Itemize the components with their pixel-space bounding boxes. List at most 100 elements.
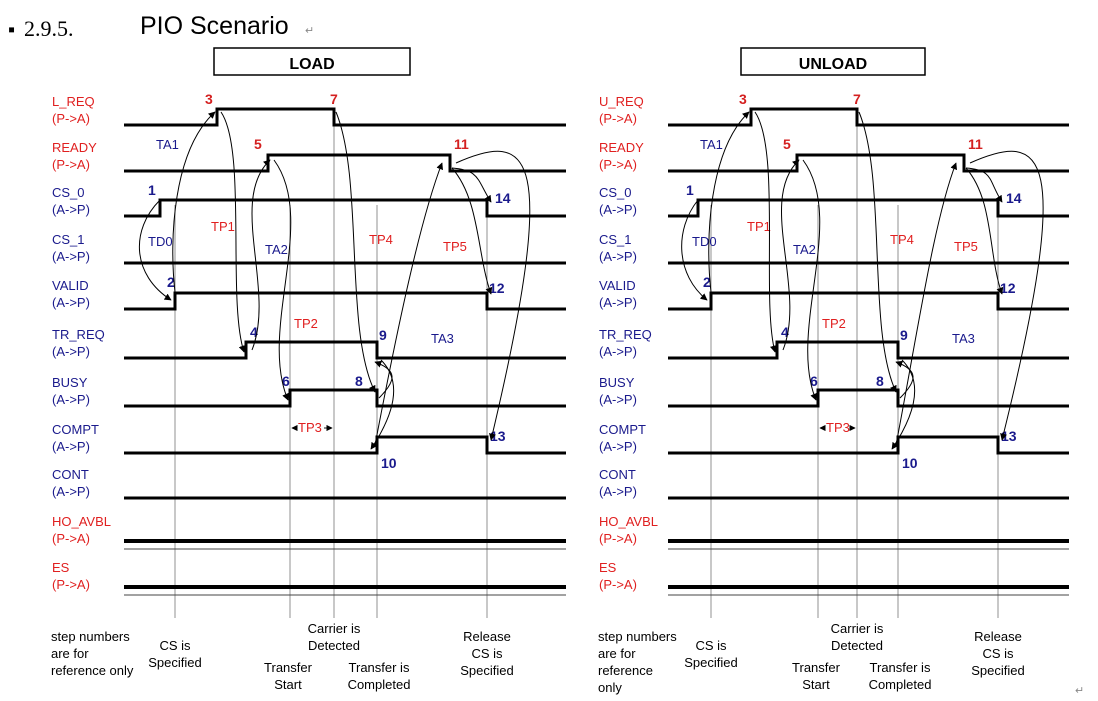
unload-signal-trace (668, 340, 1069, 360)
load-step-6: 6 (282, 373, 290, 389)
load-note-release: CS is (471, 646, 503, 661)
load-step-5: 5 (254, 136, 262, 152)
load-signal-dir: (A->P) (52, 484, 90, 499)
unload-title-box (740, 47, 926, 76)
load-signal-dir: (P->A) (52, 111, 90, 126)
unload-signal-busy: BUSY (599, 375, 635, 390)
load-signal-ready: READY (52, 140, 97, 155)
unload-step-6: 6 (810, 373, 818, 389)
load-note-cs-specified: CS is (159, 638, 191, 653)
load-step-11: 11 (454, 136, 469, 152)
load-title-box (213, 47, 411, 76)
end-return-mark: ↵ (1075, 685, 1084, 697)
unload-signal-dir: (A->P) (599, 295, 637, 310)
load-causal-arrow (139, 199, 172, 301)
load-causal-arrow (374, 162, 443, 446)
load-signal-trace (124, 107, 566, 127)
unload-causal-arrow (895, 360, 914, 399)
unload-signal-u_req: U_REQ (599, 94, 644, 109)
unload-timing-ta2: TA2 (793, 242, 816, 257)
load-note-release: Specified (460, 663, 513, 678)
load-timing-tp4: TP4 (369, 232, 393, 247)
load-note-cs-specified: Specified (148, 655, 201, 670)
load-timing-ta1: TA1 (156, 137, 179, 152)
load-causal-arrow (172, 111, 216, 293)
load-signal-dir: (A->P) (52, 392, 90, 407)
load-note-transfer-start: Start (274, 677, 302, 692)
load-signal-dir: (P->A) (52, 531, 90, 546)
load-signal-l_req: L_REQ (52, 94, 95, 109)
load-causal-arrow (220, 111, 246, 353)
unload-note-reference: are for (598, 646, 636, 661)
unload-note-transfer-start: Start (802, 677, 830, 692)
load-step-3: 3 (205, 91, 213, 107)
unload-note-transfer-completed: Completed (869, 677, 932, 692)
load-signal-busy: BUSY (52, 375, 88, 390)
load-causal-arrow (370, 359, 395, 450)
unload-causal-arrow (754, 111, 777, 353)
unload-signal-dir: (P->A) (599, 111, 637, 126)
unload-step-11: 11 (968, 136, 983, 152)
unload-causal-arrow (891, 359, 916, 450)
unload-timing-tp5: TP5 (954, 239, 978, 254)
unload-signal-ho_avbl: HO_AVBL (599, 514, 658, 529)
unload-signal-dir: (A->P) (599, 344, 637, 359)
unload-step-2: 2 (703, 274, 711, 290)
heading-number: 2.9.5. (24, 16, 74, 41)
unload-timing-tp1: TP1 (747, 219, 771, 234)
load-signal-trace (124, 291, 566, 311)
load-note-carrier-detected: Carrier is (308, 621, 361, 636)
unload-note-reference: only (598, 680, 622, 695)
load-causal-arrow (451, 167, 493, 295)
load-signal-trace (124, 153, 566, 173)
unload-signal-trace (668, 388, 1069, 408)
load-signal-trace (124, 340, 566, 360)
unload-causal-arrow (969, 150, 1044, 441)
unload-signal-cont: CONT (599, 467, 636, 482)
unload-timing-tp4: TP4 (890, 232, 914, 247)
unload-signal-trace (668, 153, 1069, 173)
unload-note-transfer-completed: Transfer is (870, 660, 931, 675)
unload-timing-tp2: TP2 (822, 316, 846, 331)
unload-timing-ta1: TA1 (700, 137, 723, 152)
unload-step-9: 9 (900, 327, 908, 343)
load-signal-trace (124, 388, 566, 408)
load-step-7: 7 (330, 91, 338, 107)
unload-step-4: 4 (781, 324, 789, 340)
unload-step-12: 12 (1000, 280, 1016, 296)
load-timing-ta2: TA2 (265, 242, 288, 257)
unload-causal-arrow (681, 199, 708, 301)
load-note-transfer-start: Transfer (264, 660, 313, 675)
unload-causal-arrow (781, 159, 800, 351)
unload-causal-arrow (802, 159, 821, 401)
load-note-carrier-detected: Detected (308, 638, 360, 653)
load-signal-dir: (A->P) (52, 439, 90, 454)
load-signal-tr_req: TR_REQ (52, 327, 105, 342)
load-signal-trace (124, 198, 566, 218)
unload-causal-arrow (895, 162, 957, 446)
load-note-reference: step numbers (51, 629, 130, 644)
load-note-reference: reference only (51, 663, 134, 678)
load-step-9: 9 (379, 327, 387, 343)
load-panel: LOAD L_REQ (P->A) READY (P->A) CS_0 (A->P) CS_1… (51, 47, 566, 692)
unload-note-carrier-detected: Carrier is (831, 621, 884, 636)
unload-note-cs-specified: CS is (695, 638, 727, 653)
load-step-4: 4 (250, 324, 258, 340)
load-signal-cont: CONT (52, 467, 89, 482)
unload-signal-cs_1: CS_1 (599, 232, 632, 247)
load-causal-arrow (455, 150, 531, 441)
load-causal-arrow (374, 360, 393, 399)
heading-return-mark: ↵ (305, 25, 314, 37)
unload-signal-trace (668, 198, 1069, 218)
unload-note-reference: reference (598, 663, 653, 678)
heading-bullet: ▪ (8, 19, 15, 41)
load-signal-es: ES (52, 560, 70, 575)
unload-signal-es: ES (599, 560, 617, 575)
unload-signal-dir: (A->P) (599, 392, 637, 407)
load-signal-cs_1: CS_1 (52, 232, 85, 247)
unload-signal-trace (668, 435, 1069, 455)
load-note-transfer-completed: Completed (348, 677, 411, 692)
unload-title: UNLOAD (799, 56, 867, 73)
unload-signal-dir: (P->A) (599, 157, 637, 172)
unload-signal-dir: (A->P) (599, 202, 637, 217)
